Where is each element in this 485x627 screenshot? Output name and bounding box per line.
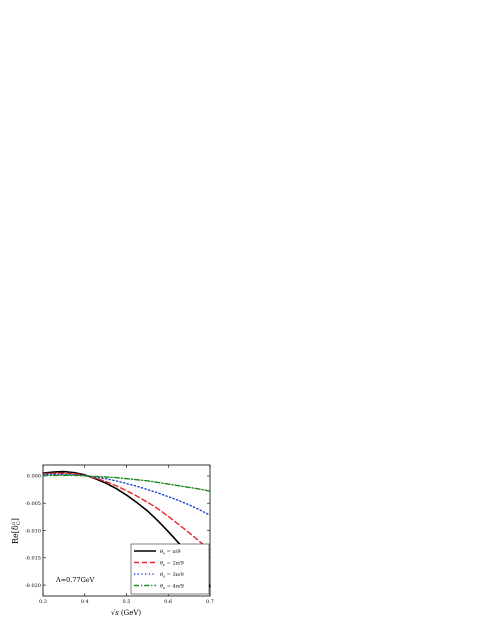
legend-label-3: θe = 3π/9 bbox=[160, 572, 184, 579]
x-axis-label: √s (GeV) bbox=[111, 609, 142, 617]
series-line-2 bbox=[42, 472, 211, 552]
x-tick-label: 0.6 bbox=[164, 599, 172, 605]
legend-label-1: θe = π/9 bbox=[160, 549, 181, 556]
lambda-annotation: Λ=0.77GeV bbox=[55, 576, 95, 584]
y-tick-label: 0.000 bbox=[27, 474, 41, 480]
x-tick-label: 0.7 bbox=[206, 599, 214, 605]
x-tick-label: 0.3 bbox=[39, 599, 47, 605]
legend: θe = π/9 θe = 2π/9 θe = 3π/9 θe = 4π/9 bbox=[130, 543, 210, 595]
series-line-4 bbox=[42, 474, 211, 492]
y-tick-label: -0.010 bbox=[25, 528, 41, 534]
axis-ticks: 0.3 0.4 0.5 0.6 0.7 0.000 -0.005 -0.010 -0.015 -0… bbox=[25, 465, 214, 605]
y-tick-label: -0.015 bbox=[25, 556, 41, 562]
x-tick-label: 0.4 bbox=[81, 599, 89, 605]
legend-label-2: θe = 2π/9 bbox=[160, 560, 184, 567]
y-axis-label: Re[δπC] bbox=[11, 518, 22, 544]
y-tick-label: -0.020 bbox=[25, 583, 41, 589]
y-tick-label: -0.005 bbox=[25, 501, 41, 507]
legend-box bbox=[130, 543, 210, 595]
legend-items: θe = π/9 θe = 2π/9 θe = 3π/9 θe = 4π/9 bbox=[134, 549, 184, 590]
x-tick-label: 0.5 bbox=[123, 599, 131, 605]
legend-label-4: θe = 4π/9 bbox=[160, 583, 184, 590]
